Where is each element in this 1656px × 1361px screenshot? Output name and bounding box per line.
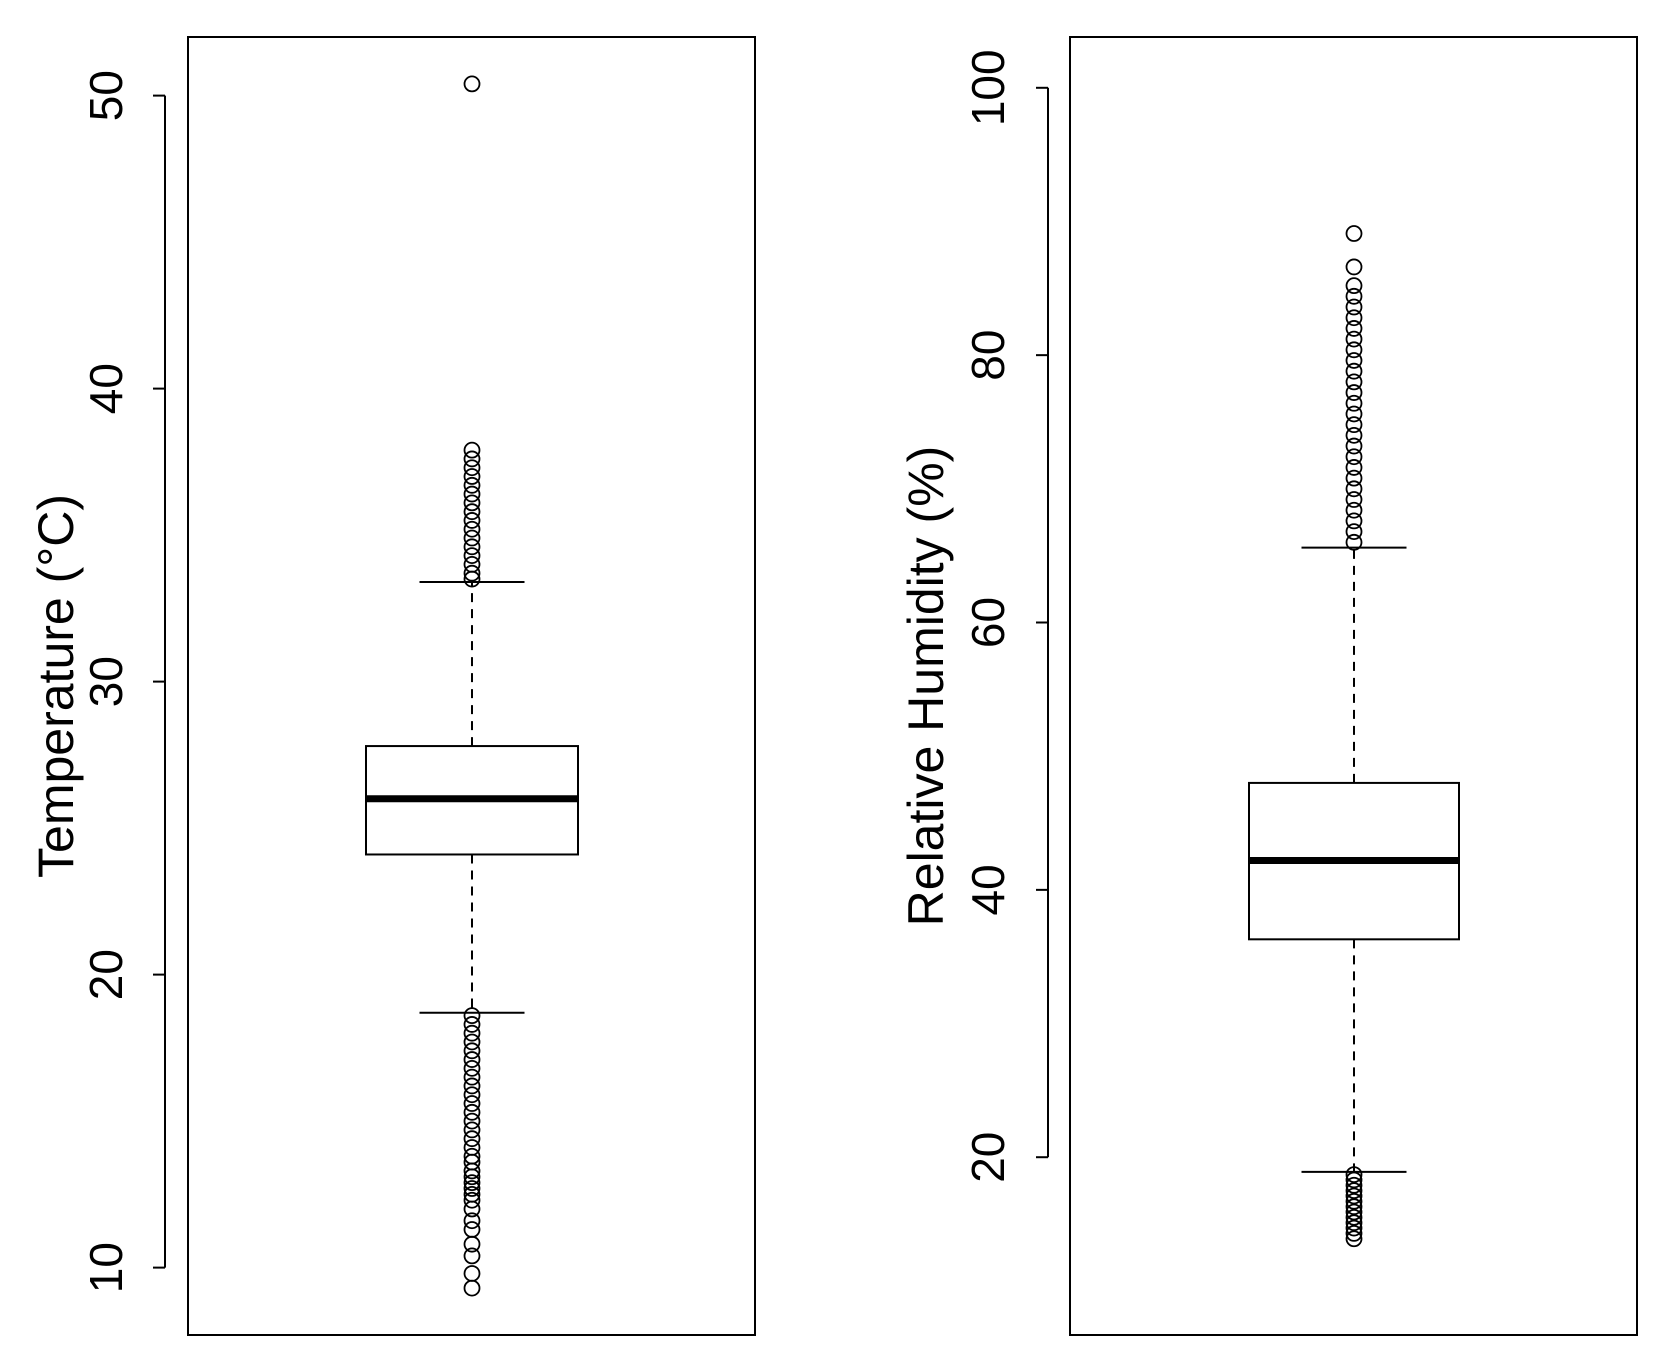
outlier-point: [463, 1247, 481, 1265]
outlier-point: [463, 1042, 481, 1060]
outlier-point: [1345, 501, 1363, 519]
outlier-point: [1345, 1192, 1363, 1210]
outlier-point: [1345, 362, 1363, 380]
outlier-point: [1345, 287, 1363, 305]
outlier-point: [1345, 523, 1363, 541]
outlier-point: [463, 1200, 481, 1218]
outlier-point: [463, 1121, 481, 1139]
outlier-point: [1345, 373, 1363, 391]
outlier-point: [1345, 225, 1363, 242]
outlier-point: [463, 1103, 481, 1121]
outlier-point: [463, 1279, 481, 1297]
plot-frame: [1069, 36, 1638, 1336]
outlier-point: [463, 1068, 481, 1086]
outlier-point: [1345, 448, 1363, 466]
outlier-point: [463, 441, 481, 459]
outlier-point: [463, 1162, 481, 1180]
y-tick-label: 40: [962, 864, 1014, 915]
outlier-point: [1345, 277, 1363, 295]
outlier-point: [463, 1235, 481, 1253]
outlier-point: [463, 485, 481, 503]
y-tick-label: 30: [80, 656, 132, 707]
outlier-point: [463, 1112, 481, 1130]
y-tick-label: 80: [962, 330, 1014, 381]
outlier-point: [463, 1130, 481, 1148]
outlier-point: [463, 538, 481, 556]
outlier-point: [1345, 1198, 1363, 1216]
outlier-point: [1345, 416, 1363, 434]
outlier-point: [1345, 469, 1363, 487]
outlier-point: [463, 564, 481, 582]
plot-frame: [187, 36, 756, 1336]
outlier-point: [463, 1174, 481, 1192]
outlier-point: [1345, 533, 1363, 551]
outlier-point: [463, 503, 481, 521]
outlier-point: [1345, 1219, 1363, 1237]
y-tick-label: 60: [962, 597, 1014, 648]
outlier-point: [463, 476, 481, 494]
outlier-point: [463, 1059, 481, 1077]
outlier-point: [1345, 459, 1363, 476]
outlier-point: [463, 468, 481, 485]
outlier-point: [1345, 1214, 1363, 1232]
outlier-point: [463, 520, 481, 538]
outlier-point: [463, 1168, 481, 1186]
outlier-point: [463, 1077, 481, 1095]
outlier-point: [1345, 480, 1363, 498]
y-tick-label: 20: [962, 1132, 1014, 1183]
outlier-point: [463, 75, 481, 93]
outlier-point: [1345, 320, 1363, 337]
outlier-point: [463, 1016, 481, 1033]
outlier-point: [463, 1051, 481, 1068]
y-axis-title: Temperature (°C): [28, 494, 84, 878]
temperature-panel: 10 20 30 40 50 Temperature (°C): [28, 36, 756, 1336]
outlier-point: [463, 529, 481, 547]
outlier-point: [463, 1033, 481, 1051]
outlier-point: [463, 1095, 481, 1112]
outlier-point: [1345, 352, 1363, 369]
outlier-point: [1345, 1187, 1363, 1205]
outlier-point: [1345, 384, 1363, 401]
outlier-point: [463, 547, 481, 565]
outlier-point: [463, 570, 481, 588]
y-tick-label: 10: [80, 1242, 132, 1293]
outlier-point: [463, 1191, 481, 1209]
outlier-point: [463, 1180, 481, 1197]
outlier-point: [1345, 1182, 1363, 1200]
outlier-point: [463, 1024, 481, 1042]
outlier-point: [463, 1212, 481, 1230]
outlier-point: [463, 494, 481, 512]
outlier-point: [463, 459, 481, 477]
outlier-point: [1345, 1208, 1363, 1226]
y-tick-label: 40: [80, 363, 132, 414]
outlier-point: [1345, 258, 1363, 276]
outlier-point: [1345, 298, 1363, 316]
outlier-point: [1345, 437, 1363, 455]
outlier-point: [1345, 309, 1363, 327]
outlier-point: [463, 1086, 481, 1104]
humidity-panel: 20 40 60 80 100 Relative Humidity (%): [898, 36, 1638, 1336]
outlier-point: [1345, 491, 1363, 508]
y-tick-label: 20: [80, 949, 132, 1000]
outlier-point: [1345, 1166, 1363, 1183]
outlier-point: [1345, 1171, 1363, 1189]
outlier-point: [1345, 1176, 1363, 1194]
outlier-point: [1345, 330, 1363, 348]
outlier-point: [1345, 405, 1363, 423]
outlier-point: [1345, 394, 1363, 412]
outlier-point: [1345, 1203, 1363, 1221]
outlier-point: [463, 450, 481, 468]
outlier-point: [463, 512, 481, 529]
outlier-point: [1345, 512, 1363, 530]
outlier-point: [1345, 1225, 1363, 1242]
outlier-point: [463, 1007, 481, 1025]
y-axis-title: Relative Humidity (%): [898, 446, 954, 927]
y-tick-label: 100: [962, 49, 1014, 126]
y-tick-label: 50: [80, 70, 132, 121]
outlier-point: [1345, 341, 1363, 359]
outlier-point: [1345, 426, 1363, 444]
outlier-point: [1345, 1230, 1363, 1248]
